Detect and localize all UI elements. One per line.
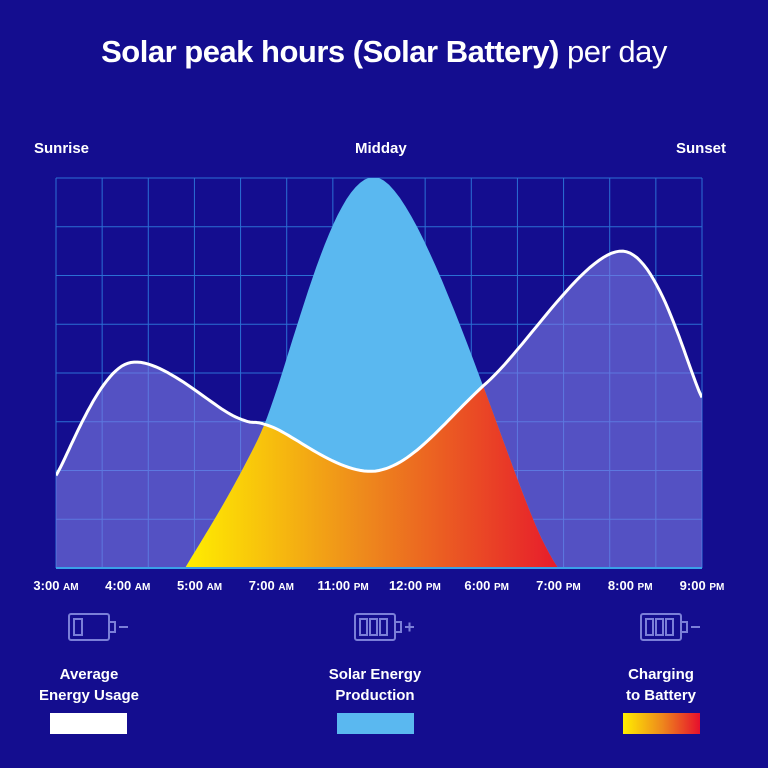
legend-charging-line2: to Battery [625,687,696,704]
x-tick-time: 7:00 [536,578,566,593]
legend-label-usage: Average Energy Usage [0,664,179,706]
legend-label-solar: Solar Energy Production [285,664,465,706]
legend-solar-line1: Solar Energy [328,666,422,683]
series-usage-area [56,251,702,568]
legend-charging-line1: Charging [628,666,694,683]
x-tick-label: 4:00 AM [105,578,150,593]
x-tick-label: 6:00 PM [464,578,509,593]
battery-full-plus-icon [354,613,414,641]
series-charging-area [185,386,580,568]
legend-solar-line2: Production [335,687,415,704]
x-tick-period: AM [278,582,294,593]
legend-swatch-charging [623,713,700,734]
x-tick-label: 5:00 AM [177,578,222,593]
legend-usage-line2: Energy Usage [38,687,140,704]
x-tick-label: 9:00 PM [680,578,725,593]
x-tick-time: 7:00 [248,578,279,593]
x-tick-period: AM [63,582,79,593]
period-midday: Midday [355,140,407,157]
x-tick-time: 6:00 [464,578,494,593]
x-tick-time: 11:00 [317,578,354,593]
x-tick-time: 3:00 [33,578,64,593]
x-tick-period: AM [206,582,223,593]
title-light: per day [566,34,667,69]
x-tick-period: PM [425,582,441,593]
x-tick-period: PM [565,582,581,593]
x-tick-period: PM [353,582,369,593]
x-tick-period: PM [709,582,725,593]
period-sunrise: Sunrise [34,140,90,157]
chart-title: Solar peak hours (Solar Battery) per day [0,34,768,70]
x-tick-period: AM [134,582,151,593]
x-tick-time: 8:00 [607,578,638,593]
x-tick-time: 5:00 [176,578,207,593]
legend-label-charging: Charging to Battery [571,664,751,706]
x-tick-label: 7:00 AM [249,578,294,593]
legend-swatch-usage [50,713,127,734]
battery-empty-minus-icon [68,613,128,641]
x-tick-period: PM [493,582,509,593]
battery-full-minus-icon [640,613,700,641]
x-tick-label: 7:00 PM [536,578,581,593]
legend-swatch-solar [337,713,414,734]
x-tick-label: 3:00 AM [33,578,78,593]
x-tick-time: 9:00 [679,578,710,593]
x-tick-label: 12:00 PM [389,578,441,593]
x-tick-label: 11:00 PM [318,578,369,593]
x-tick-time: 12:00 [388,578,426,593]
x-tick-label: 8:00 PM [608,578,653,593]
period-sunset: Sunset [676,140,727,157]
legend-usage-line1: Average [59,666,119,683]
x-tick-period: PM [637,582,653,593]
x-tick-time: 4:00 [105,578,135,593]
series-usage-line [56,249,702,477]
title-bold: Solar peak hours (Solar Battery) [101,34,559,69]
